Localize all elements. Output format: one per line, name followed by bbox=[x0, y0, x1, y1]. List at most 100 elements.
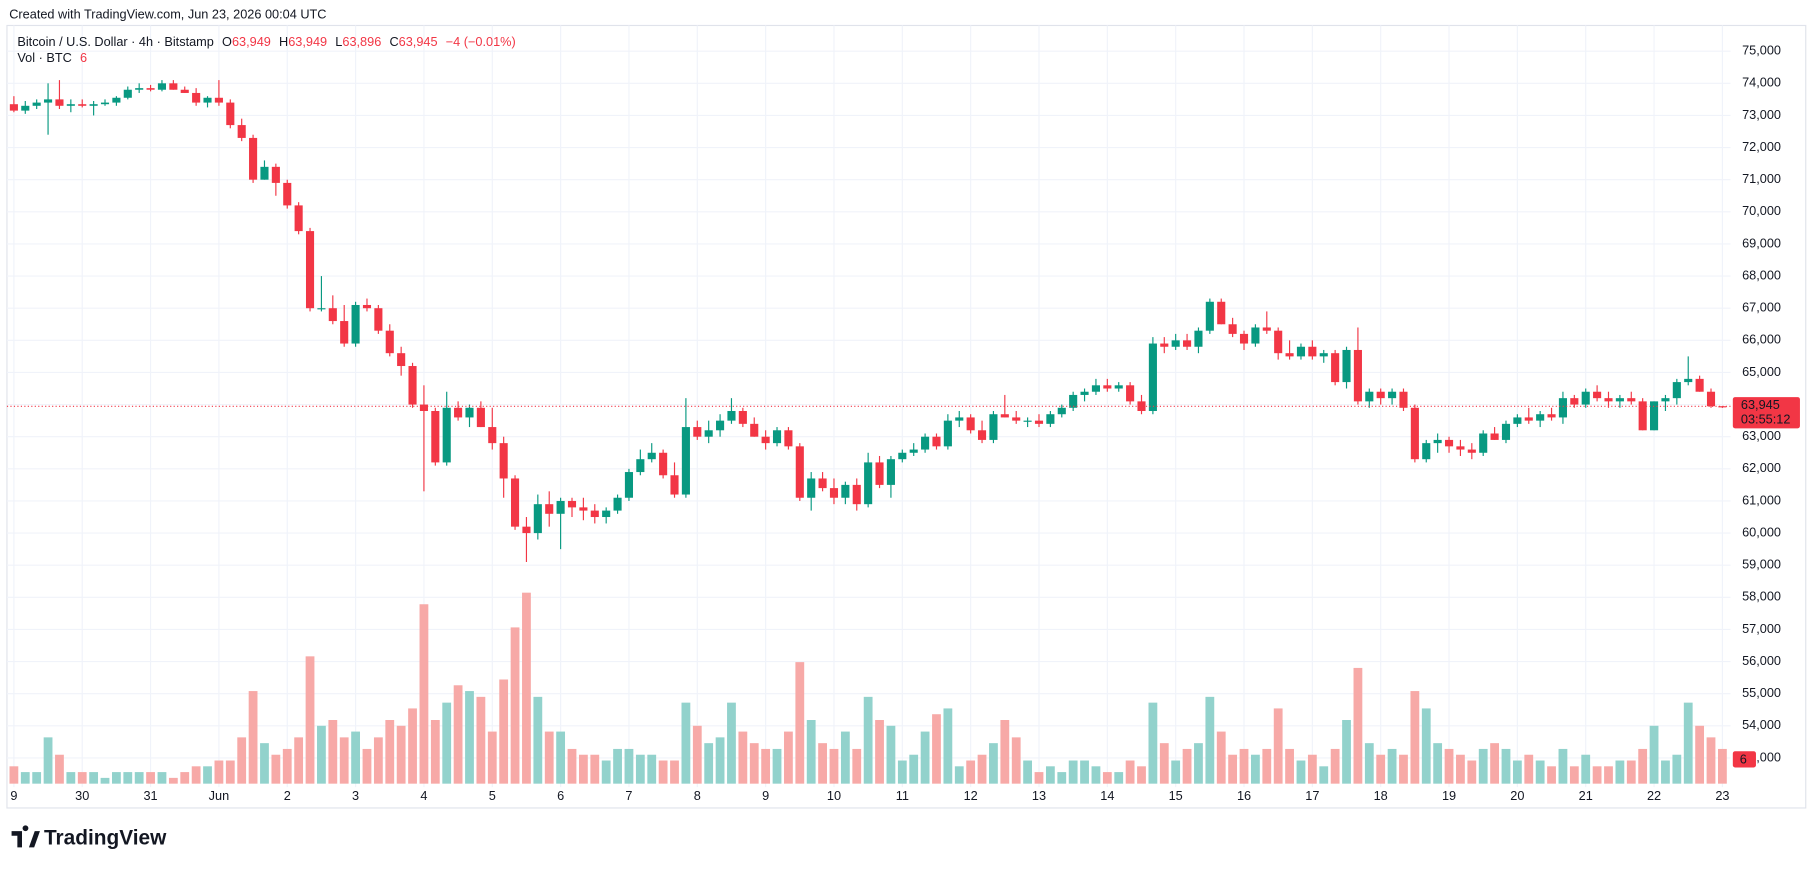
x-tick-label: 20 bbox=[1510, 788, 1524, 803]
volume-bar bbox=[533, 696, 543, 784]
candle-body bbox=[488, 427, 497, 444]
candle-body bbox=[146, 88, 155, 90]
volume-tag bbox=[1732, 751, 1756, 768]
volume-bar bbox=[362, 748, 372, 784]
candle-body bbox=[590, 510, 599, 518]
volume-bar bbox=[1171, 760, 1181, 784]
candle-body bbox=[1695, 378, 1704, 392]
x-tick-label: 14 bbox=[1100, 788, 1114, 803]
volume-bar bbox=[840, 731, 850, 784]
candle-body bbox=[1650, 401, 1659, 431]
y-tick-label: 67,000 bbox=[1742, 300, 1781, 315]
volume-bar bbox=[1000, 720, 1010, 784]
volume-bar bbox=[419, 604, 429, 784]
candle-body bbox=[1012, 417, 1021, 421]
candle-body bbox=[476, 407, 485, 428]
volume-bar bbox=[100, 777, 110, 784]
candle-body bbox=[1456, 446, 1465, 450]
volume-bar bbox=[123, 772, 133, 784]
candle-body bbox=[317, 308, 326, 310]
candle-body bbox=[1069, 394, 1078, 408]
volume-bar bbox=[943, 708, 953, 784]
logo-text: TradingView bbox=[44, 827, 167, 850]
volume-bar bbox=[1456, 754, 1465, 784]
candle-body bbox=[636, 459, 645, 473]
volume-value: 6 bbox=[80, 50, 87, 65]
volume-bar bbox=[20, 772, 30, 784]
volume-bar bbox=[1649, 725, 1659, 784]
candle-body bbox=[704, 430, 713, 437]
candle-body bbox=[1217, 301, 1226, 325]
candle-body bbox=[533, 504, 542, 534]
candle-body bbox=[1137, 401, 1146, 412]
candle-body bbox=[1331, 353, 1340, 383]
volume-bar bbox=[966, 760, 976, 784]
volume-bar bbox=[784, 731, 793, 784]
candle-body bbox=[852, 484, 861, 505]
y-tick-label: 54,000 bbox=[1742, 717, 1781, 732]
candle-body bbox=[567, 500, 577, 508]
last-price-label: 63,945 bbox=[1741, 397, 1780, 412]
candle-body bbox=[1319, 353, 1328, 357]
candle-body bbox=[1308, 346, 1317, 357]
volume-bar bbox=[214, 760, 224, 784]
candle-body bbox=[1262, 327, 1271, 331]
candle-body bbox=[249, 137, 258, 180]
candle-body bbox=[1638, 401, 1647, 431]
volume-bar bbox=[499, 679, 509, 784]
volume-bar bbox=[772, 748, 782, 784]
candle-body bbox=[1353, 349, 1362, 402]
candle-body bbox=[909, 449, 918, 453]
candle-body bbox=[1251, 327, 1260, 344]
volume-bar bbox=[1364, 743, 1374, 784]
volume-bar bbox=[590, 754, 600, 784]
candle-body bbox=[1422, 443, 1431, 460]
x-tick-label: 31 bbox=[143, 788, 157, 803]
candle-body bbox=[32, 102, 41, 106]
volume-bar bbox=[77, 772, 87, 784]
symbol: Bitcoin / U.S. Dollar · 4h · Bitstamp bbox=[17, 34, 213, 49]
volume-bar bbox=[1319, 766, 1329, 784]
candle-body bbox=[1513, 417, 1522, 424]
candle-body bbox=[374, 308, 383, 331]
volume-bar bbox=[408, 708, 417, 784]
x-tick-label: 6 bbox=[557, 788, 564, 803]
candle-body bbox=[1501, 423, 1511, 440]
volume-bar bbox=[1387, 748, 1397, 784]
candle-body bbox=[1444, 439, 1454, 447]
volume-bar bbox=[1148, 702, 1158, 784]
volume-bar bbox=[1467, 760, 1477, 784]
axis-layer: 53,00054,00055,00056,00057,00058,00059,0… bbox=[6, 43, 1800, 803]
legend-line: Bitcoin / U.S. Dollar · 4h · Bitstamp O6… bbox=[17, 34, 515, 49]
volume-bar bbox=[146, 772, 155, 784]
candle-body bbox=[1479, 433, 1488, 453]
candle-body bbox=[738, 411, 747, 424]
volume-bar bbox=[476, 696, 486, 784]
volume-bar bbox=[168, 777, 178, 784]
volume-bar bbox=[1216, 731, 1226, 784]
volume-bar bbox=[1535, 760, 1545, 784]
volume-bar bbox=[1296, 760, 1306, 784]
candle-body bbox=[1615, 398, 1624, 402]
candle-body bbox=[385, 330, 394, 354]
candle-body bbox=[397, 353, 406, 367]
volume-bar bbox=[89, 772, 99, 784]
candle-body bbox=[192, 92, 201, 103]
candle-body bbox=[943, 420, 952, 447]
candle-body bbox=[772, 430, 782, 444]
candle-body bbox=[283, 182, 292, 206]
ohlc-value: 63,949 bbox=[288, 34, 327, 49]
candle-body bbox=[328, 308, 337, 322]
y-tick-label: 66,000 bbox=[1742, 332, 1781, 347]
volume-bar bbox=[1353, 667, 1363, 784]
candle-body bbox=[44, 99, 53, 103]
volume-bar bbox=[1034, 772, 1044, 784]
candle-body bbox=[761, 436, 770, 444]
volume-bar bbox=[1091, 766, 1101, 784]
y-tick-label: 74,000 bbox=[1742, 75, 1781, 90]
candle-body bbox=[1342, 349, 1351, 383]
change: −4 (−0.01%) bbox=[446, 34, 516, 49]
x-tick-label: 8 bbox=[694, 788, 701, 803]
candle-body bbox=[681, 427, 690, 495]
candle-body bbox=[898, 452, 907, 460]
